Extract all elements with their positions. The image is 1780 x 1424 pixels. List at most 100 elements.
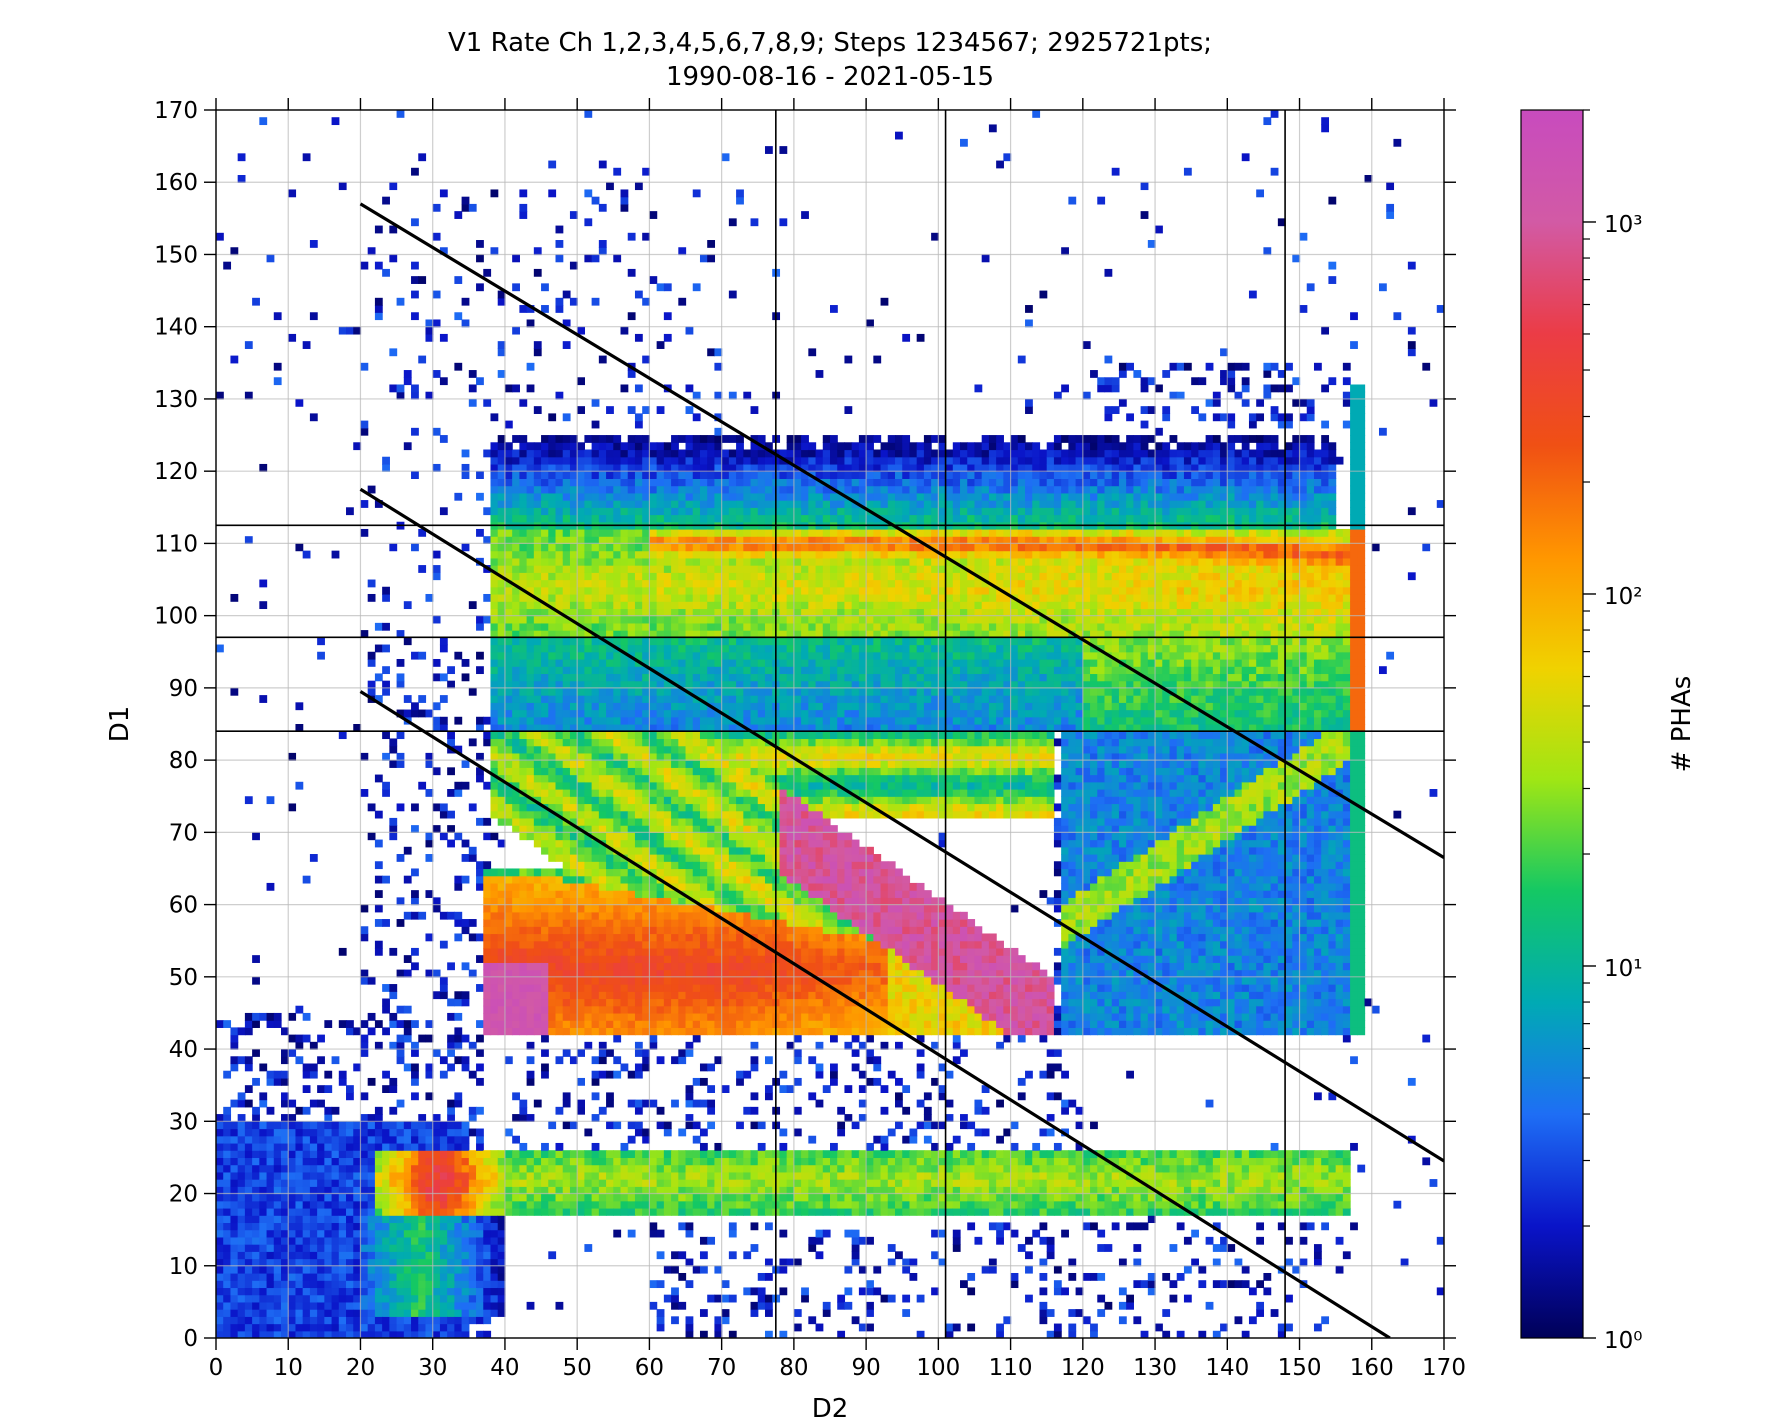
heatmap-cell xyxy=(598,557,607,566)
heatmap-cell xyxy=(584,738,593,747)
heatmap-cell xyxy=(707,695,716,703)
heatmap-cell xyxy=(497,485,506,494)
heatmap-cell xyxy=(577,796,585,805)
heatmap-cell xyxy=(671,1316,679,1325)
heatmap-cell xyxy=(425,832,434,841)
heatmap-cell xyxy=(411,1251,419,1260)
heatmap-cell xyxy=(396,1142,405,1151)
heatmap-cell xyxy=(685,861,694,870)
heatmap-cell xyxy=(671,1265,679,1274)
heatmap-cell xyxy=(569,933,578,942)
heatmap-cell xyxy=(447,962,455,971)
heatmap-cell xyxy=(685,550,694,559)
heatmap-cell xyxy=(382,1244,390,1252)
heatmap-cell xyxy=(353,1063,362,1072)
heatmap-cell xyxy=(649,839,658,848)
heatmap-cell xyxy=(353,1258,362,1267)
heatmap-cell xyxy=(721,796,730,805)
heatmap-cell xyxy=(512,998,520,1007)
heatmap-cell xyxy=(353,1251,362,1260)
heatmap-cell xyxy=(714,507,723,516)
heatmap-cell xyxy=(613,1150,622,1159)
heatmap-cell xyxy=(512,716,520,725)
heatmap-cell xyxy=(606,695,614,703)
heatmap-cell xyxy=(367,1258,376,1267)
heatmap-cell xyxy=(504,615,513,624)
heatmap-cell xyxy=(613,528,622,537)
heatmap-cell xyxy=(656,651,665,660)
heatmap-cell xyxy=(634,752,643,761)
heatmap-cell xyxy=(418,1215,427,1224)
heatmap-cell xyxy=(699,463,708,472)
heatmap-cell xyxy=(699,593,708,602)
heatmap-cell xyxy=(309,413,318,422)
heatmap-cell xyxy=(562,319,571,328)
heatmap-cell xyxy=(541,1142,549,1151)
heatmap-cell xyxy=(396,1207,405,1216)
heatmap-cell xyxy=(649,1301,658,1310)
heatmap-cell xyxy=(403,1121,412,1130)
heatmap-cell xyxy=(721,904,730,913)
heatmap-cell xyxy=(649,1200,658,1209)
heatmap-cell xyxy=(707,601,716,610)
heatmap-cell xyxy=(649,680,658,689)
heatmap-cell xyxy=(671,442,679,451)
heatmap-cell xyxy=(685,839,694,848)
heatmap-cell xyxy=(461,1179,470,1187)
heatmap-cell xyxy=(374,312,383,321)
heatmap-cell xyxy=(374,1280,383,1289)
heatmap-cell xyxy=(512,1157,520,1166)
heatmap-cell xyxy=(562,658,571,667)
heatmap-cell xyxy=(244,1323,253,1332)
heatmap-cell xyxy=(555,254,564,263)
heatmap-cell xyxy=(476,817,484,826)
heatmap-cell xyxy=(642,622,651,631)
heatmap-cell xyxy=(396,1330,405,1338)
heatmap-cell xyxy=(526,738,535,747)
heatmap-cell xyxy=(562,695,571,703)
heatmap-cell xyxy=(678,485,687,494)
heatmap-cell xyxy=(490,774,499,783)
heatmap-cell xyxy=(678,593,687,602)
heatmap-cell xyxy=(642,984,651,992)
heatmap-cell xyxy=(627,565,636,573)
heatmap-cell xyxy=(663,969,672,978)
heatmap-cell xyxy=(577,1012,585,1021)
heatmap-cell xyxy=(432,1114,441,1122)
heatmap-cell xyxy=(476,471,484,479)
heatmap-cell xyxy=(382,1287,390,1296)
heatmap-cell xyxy=(591,297,600,306)
heatmap-cell xyxy=(656,593,665,602)
heatmap-cell xyxy=(519,976,528,985)
heatmap-cell xyxy=(649,1171,658,1180)
heatmap-cell xyxy=(685,1005,694,1014)
heatmap-cell xyxy=(382,998,390,1007)
heatmap-cell xyxy=(591,789,600,797)
heatmap-cell xyxy=(678,991,687,1000)
heatmap-cell xyxy=(613,1121,622,1130)
heatmap-cell xyxy=(562,933,571,942)
heatmap-cell xyxy=(577,1171,585,1180)
heatmap-cell xyxy=(606,976,614,985)
heatmap-cell xyxy=(360,1207,369,1216)
heatmap-cell xyxy=(707,781,716,790)
heatmap-cell xyxy=(223,1114,232,1122)
heatmap-cell xyxy=(591,608,600,617)
heatmap-cell xyxy=(346,1301,354,1310)
heatmap-cell xyxy=(346,1186,354,1195)
heatmap-cell xyxy=(504,911,513,920)
heatmap-cell xyxy=(548,536,557,545)
heatmap-cell xyxy=(360,789,369,797)
heatmap-cell xyxy=(678,492,687,501)
heatmap-cell xyxy=(418,1316,427,1325)
heatmap-cell xyxy=(411,868,419,877)
heatmap-cell xyxy=(627,796,636,805)
heatmap-cell xyxy=(692,593,701,602)
heatmap-cell xyxy=(360,1092,369,1101)
heatmap-cell xyxy=(497,789,506,797)
heatmap-cell xyxy=(447,1142,455,1151)
heatmap-cell xyxy=(678,940,687,949)
heatmap-cell xyxy=(613,622,622,631)
heatmap-cell xyxy=(432,1316,441,1325)
heatmap-cell xyxy=(721,810,730,819)
